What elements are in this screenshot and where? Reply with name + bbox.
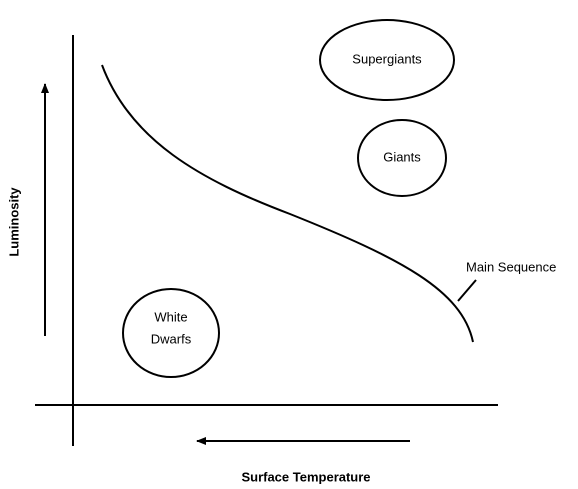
- y-axis-label: Luminosity: [6, 187, 21, 257]
- x-axis-label: Surface Temperature: [241, 469, 370, 484]
- leader-line: [457, 279, 477, 302]
- main-sequence-curve: [101, 64, 474, 343]
- region-label: Dwarfs: [151, 331, 192, 346]
- white-dwarfs-region: [122, 288, 220, 378]
- supergiants-region: [319, 19, 455, 101]
- region-label: Supergiants: [352, 51, 422, 66]
- region-label: Giants: [383, 149, 421, 164]
- giants-region: [357, 119, 447, 197]
- region-label: White: [154, 309, 187, 324]
- curve-label: Main Sequence: [466, 259, 556, 274]
